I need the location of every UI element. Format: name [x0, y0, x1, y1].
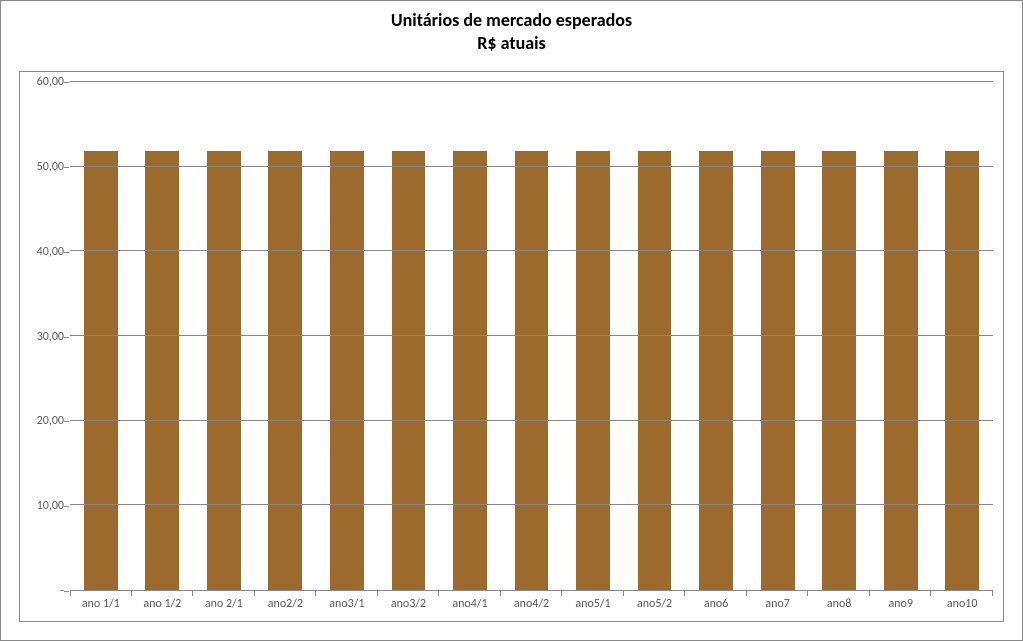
plot-area	[70, 82, 993, 591]
bar-slot	[747, 82, 809, 590]
bar	[515, 151, 549, 590]
chart-title-block: Unitários de mercado esperados R$ atuais	[1, 1, 1022, 60]
x-tick-label: ano5/2	[624, 591, 686, 621]
y-tick-label: 30,00	[37, 330, 64, 344]
x-tick-label: ano 2/1	[193, 591, 255, 621]
bar-slot	[316, 82, 378, 590]
bar-slot	[808, 82, 870, 590]
bar	[330, 151, 364, 590]
y-tick-label: 20,00	[37, 414, 64, 428]
gridline	[70, 420, 993, 421]
x-tick-label: ano6	[685, 591, 747, 621]
gridline	[70, 250, 993, 251]
x-tick-label: ano3/1	[316, 591, 378, 621]
y-tick-label: 50,00	[37, 160, 64, 174]
x-tick-label: ano9	[870, 591, 932, 621]
bar-slot	[132, 82, 194, 590]
chart-title-line2: R$ atuais	[1, 32, 1022, 55]
bar	[884, 151, 918, 590]
bar	[576, 151, 610, 590]
bar	[453, 151, 487, 590]
bar-slot	[870, 82, 932, 590]
plot-wrapper: -10,0020,0030,0040,0050,0060,00 ano 1/1a…	[19, 71, 1004, 622]
chart-title-line1: Unitários de mercado esperados	[1, 9, 1022, 32]
bar	[84, 151, 118, 590]
gridline	[70, 335, 993, 336]
gridline	[70, 81, 993, 82]
bar	[699, 151, 733, 590]
y-tick-label: 10,00	[37, 499, 64, 513]
x-axis: ano 1/1ano 1/2ano 2/1ano2/2ano3/1ano3/2a…	[70, 591, 993, 621]
bar-slot	[931, 82, 993, 590]
bar-slot	[501, 82, 563, 590]
bar-slot	[70, 82, 132, 590]
y-axis: -10,0020,0030,0040,0050,0060,00	[20, 82, 70, 591]
bar-slot	[439, 82, 501, 590]
bar	[145, 151, 179, 590]
bar-slot	[378, 82, 440, 590]
x-tick-label: ano8	[808, 591, 870, 621]
chart-container: Unitários de mercado esperados R$ atuais…	[0, 0, 1023, 641]
bar-slot	[562, 82, 624, 590]
bar	[268, 151, 302, 590]
x-tick-label: ano 1/2	[132, 591, 194, 621]
y-tick-label: 40,00	[37, 245, 64, 259]
x-tick-label: ano 1/1	[70, 591, 132, 621]
x-tick-label: ano5/1	[562, 591, 624, 621]
bar	[822, 151, 856, 590]
bar	[638, 151, 672, 590]
bar-slot	[685, 82, 747, 590]
bar-slot	[624, 82, 686, 590]
bar	[392, 151, 426, 590]
y-tick-label: -	[60, 584, 64, 598]
bar	[207, 151, 241, 590]
bar-slot	[193, 82, 255, 590]
bar	[761, 151, 795, 590]
x-tick-label: ano4/2	[501, 591, 563, 621]
bars-layer	[70, 82, 993, 590]
gridline	[70, 166, 993, 167]
bar-slot	[255, 82, 317, 590]
y-tick-label: 60,00	[37, 75, 64, 89]
gridline	[70, 504, 993, 505]
x-tick-label: ano7	[747, 591, 809, 621]
x-tick-label: ano4/1	[439, 591, 501, 621]
x-tick-label: ano10	[931, 591, 993, 621]
x-tick-label: ano2/2	[255, 591, 317, 621]
bar	[945, 151, 979, 590]
x-tick-label: ano3/2	[378, 591, 440, 621]
